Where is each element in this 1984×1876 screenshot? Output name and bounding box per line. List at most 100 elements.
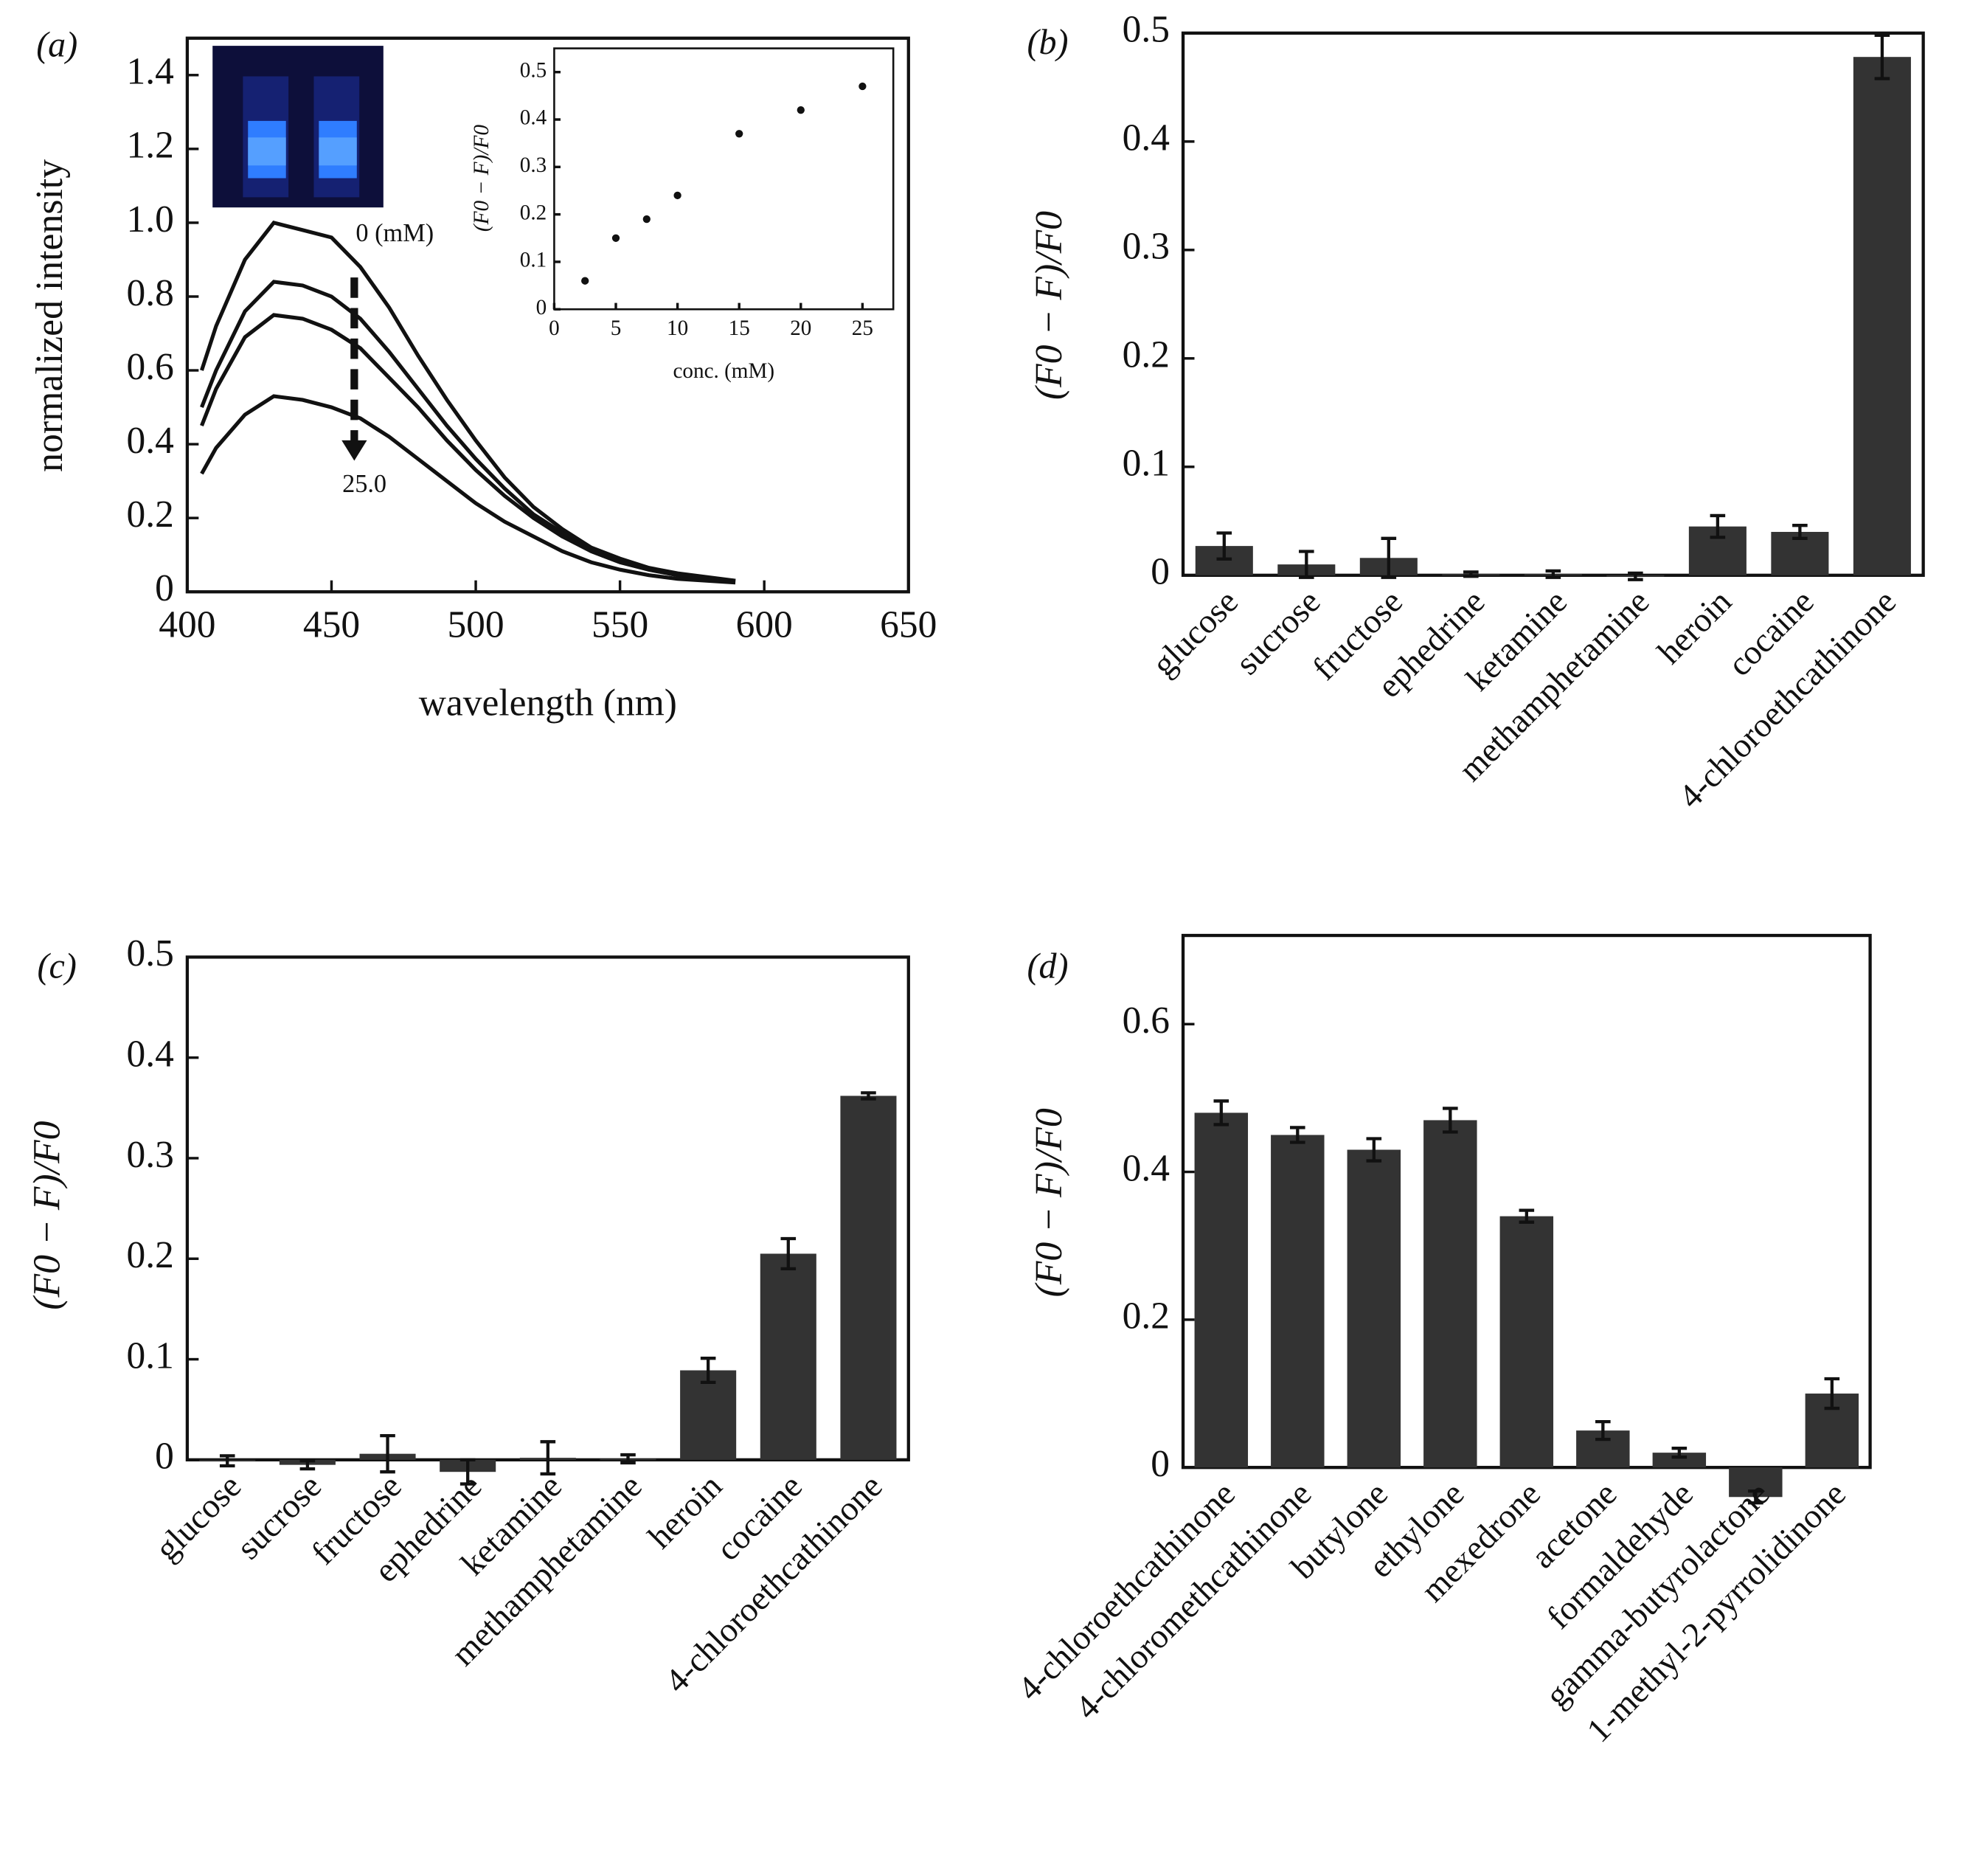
error-bar xyxy=(459,1458,476,1486)
x-tick-label: 10 xyxy=(667,316,688,340)
y-tick-label: 0.4 xyxy=(127,420,174,462)
x-tick-label: 500 xyxy=(447,603,504,645)
y-tick-label: 0 xyxy=(1151,1443,1170,1485)
y-tick-label: 0.6 xyxy=(1123,1000,1170,1042)
line xyxy=(200,220,736,583)
y-tick-label: 0 xyxy=(536,296,547,319)
point xyxy=(642,215,651,224)
y-tick-label: 1.4 xyxy=(127,51,174,93)
x-tick-label: 450 xyxy=(303,603,360,645)
panel-label: (b) xyxy=(1027,23,1068,62)
x-tick-label: 20 xyxy=(790,316,811,340)
line xyxy=(200,313,736,583)
y-axis-label: (F0 − F)/F0 xyxy=(27,1121,69,1309)
bar xyxy=(1347,1149,1401,1468)
y-axis-label: (F0 − F)/F0 xyxy=(1028,1108,1070,1297)
y-tick-label: 0.5 xyxy=(1123,9,1170,51)
error-bar xyxy=(540,1440,556,1476)
panel-label: (c) xyxy=(38,947,77,986)
point xyxy=(581,277,589,285)
error-bar xyxy=(1366,1137,1382,1163)
y-tick-label: 0.1 xyxy=(127,1335,174,1377)
error-bar xyxy=(1874,33,1890,80)
x-tick-label: 0 xyxy=(549,316,560,340)
x-tick-label: 25 xyxy=(852,316,873,340)
y-tick-label: 0.5 xyxy=(127,932,174,975)
bar xyxy=(840,1096,897,1460)
error-bar xyxy=(219,1454,235,1468)
point xyxy=(611,234,620,242)
plot-frame xyxy=(185,36,910,594)
error-bar xyxy=(1671,1447,1688,1459)
y-tick-label: 0.8 xyxy=(127,272,174,314)
error-bar xyxy=(380,1433,395,1474)
error-bar xyxy=(299,1459,316,1471)
y-tick-label: 0.3 xyxy=(1123,226,1170,268)
y-tick-label: 0.4 xyxy=(1123,1147,1170,1189)
plot-frame xyxy=(1181,31,1925,577)
y-tick-label: 0.3 xyxy=(127,1134,174,1176)
x-tick-label: 650 xyxy=(880,603,937,645)
bar xyxy=(1652,1453,1707,1468)
point xyxy=(859,82,867,91)
x-tick-label: 400 xyxy=(159,603,215,645)
y-tick-label: 0.6 xyxy=(127,346,174,388)
y-axis-label: normalized intensity xyxy=(29,159,71,472)
x-tick-label: glucose xyxy=(1145,583,1246,684)
error-bar xyxy=(1824,1377,1840,1411)
error-bar xyxy=(1595,1419,1611,1441)
x-tick-label: glucose xyxy=(148,1467,249,1568)
y-tick-label: 0 xyxy=(155,567,174,609)
y-tick-label: 1.2 xyxy=(127,125,174,167)
point xyxy=(673,191,681,200)
error-bar xyxy=(780,1236,797,1271)
error-bar xyxy=(1710,513,1726,539)
error-bar xyxy=(1545,569,1561,579)
error-bar xyxy=(1213,1099,1229,1126)
bar xyxy=(680,1370,737,1460)
point xyxy=(797,105,805,114)
x-tick-label: 550 xyxy=(592,603,648,645)
y-tick-label: 0.1 xyxy=(520,249,547,272)
vial-photo xyxy=(212,46,384,208)
point xyxy=(735,130,743,138)
error-bar xyxy=(1628,571,1643,581)
y-tick-label: 0.2 xyxy=(127,1234,174,1276)
bar xyxy=(1194,1112,1249,1468)
y-tick-label: 0 xyxy=(155,1436,174,1478)
x-tick-label: 5 xyxy=(611,316,622,340)
x-axis-label: conc. (mM) xyxy=(673,359,774,383)
error-bar xyxy=(1463,570,1479,578)
error-bar xyxy=(1792,524,1808,540)
y-axis-label: (F0 − F)/F0 xyxy=(470,125,493,232)
bar xyxy=(760,1253,816,1460)
y-tick-label: 0.4 xyxy=(520,106,547,130)
error-bar xyxy=(1381,536,1397,579)
y-tick-label: 0.2 xyxy=(127,494,174,536)
panel-label: (a) xyxy=(36,26,77,65)
panel-label: (d) xyxy=(1027,947,1068,986)
bar xyxy=(1499,1216,1554,1468)
plot-frame xyxy=(553,47,895,311)
x-tick-label: 600 xyxy=(736,603,793,645)
error-bar xyxy=(1290,1126,1305,1144)
bar xyxy=(1271,1135,1325,1468)
y-tick-label: 0.1 xyxy=(1123,443,1170,485)
error-bar xyxy=(700,1357,716,1385)
y-tick-label: 1.0 xyxy=(127,198,174,240)
error-bar xyxy=(1299,550,1314,579)
error-bar xyxy=(1748,1489,1763,1505)
y-tick-label: 0 xyxy=(1151,551,1170,593)
line xyxy=(200,394,736,585)
y-tick-label: 0.4 xyxy=(127,1033,174,1075)
error-bar xyxy=(1216,531,1232,561)
y-tick-label: 0.2 xyxy=(1123,1295,1170,1337)
annotation: 25.0 xyxy=(342,470,386,498)
bar xyxy=(1423,1120,1477,1468)
error-bar xyxy=(1519,1208,1535,1224)
bar xyxy=(1853,57,1911,575)
annotation: 0 (mM) xyxy=(355,219,434,247)
y-tick-label: 0.3 xyxy=(520,153,547,177)
x-tick-label: 15 xyxy=(729,316,750,340)
